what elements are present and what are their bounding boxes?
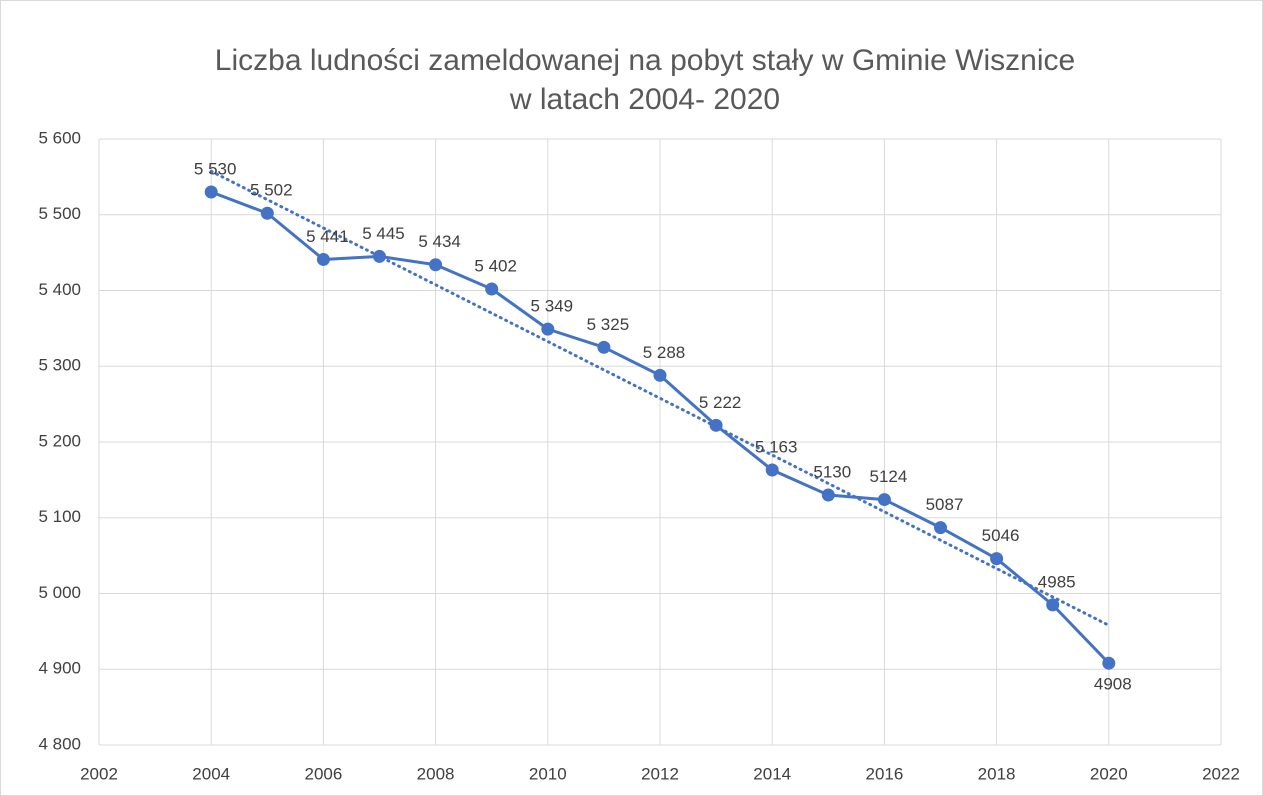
data-label: 5 163 <box>755 438 798 457</box>
chart-title: Liczba ludności zameldowanej na pobyt st… <box>215 44 1075 77</box>
data-label: 5 325 <box>587 315 630 334</box>
data-point <box>765 463 779 477</box>
data-point <box>316 252 330 266</box>
data-label: 4985 <box>1038 572 1076 591</box>
x-tick-label: 2006 <box>304 764 342 783</box>
x-tick-label: 2014 <box>753 764 791 783</box>
data-label: 5130 <box>813 463 851 482</box>
y-tick-label: 4 900 <box>38 659 81 678</box>
data-label: 5 530 <box>194 160 237 179</box>
trendline <box>209 169 1111 627</box>
data-label: 5 288 <box>643 343 686 362</box>
x-tick-label: 2002 <box>80 764 118 783</box>
x-tick-label: 2008 <box>417 764 455 783</box>
x-tick-label: 2012 <box>641 764 679 783</box>
data-point <box>709 418 723 432</box>
y-tick-label: 4 800 <box>38 734 81 753</box>
x-tick-label: 2004 <box>192 764 230 783</box>
data-point <box>541 322 555 336</box>
data-point <box>429 258 443 272</box>
data-label: 4908 <box>1094 675 1132 694</box>
chart-subtitle: w latach 2004- 2020 <box>509 83 780 116</box>
data-label: 5 222 <box>699 393 742 412</box>
data-label: 5 402 <box>474 256 517 275</box>
data-point <box>485 282 499 296</box>
data-point <box>934 521 947 535</box>
data-point <box>1046 598 1060 612</box>
data-point <box>821 488 835 502</box>
data-point <box>653 368 667 382</box>
x-tick-label: 2022 <box>1202 764 1240 783</box>
data-point <box>990 552 1004 566</box>
data-label: 5 349 <box>531 297 574 316</box>
x-tick-label: 2018 <box>978 764 1016 783</box>
x-tick-label: 2020 <box>1090 764 1128 783</box>
data-point <box>204 185 218 199</box>
data-label: 5 502 <box>250 181 293 200</box>
y-tick-label: 5 200 <box>38 431 81 450</box>
data-point <box>1102 656 1116 670</box>
data-label: 5087 <box>926 495 964 514</box>
y-tick-label: 5 000 <box>38 583 81 602</box>
y-tick-label: 5 400 <box>38 280 81 299</box>
data-point <box>597 340 611 354</box>
y-tick-label: 5 300 <box>38 356 81 375</box>
data-point <box>260 206 274 220</box>
x-tick-label: 2016 <box>865 764 903 783</box>
data-point <box>877 493 891 507</box>
data-label: 5046 <box>982 526 1020 545</box>
data-label: 5124 <box>869 467 907 486</box>
y-tick-label: 5 100 <box>38 507 81 526</box>
y-tick-label: 5 600 <box>38 128 81 147</box>
data-label: 5 445 <box>362 224 405 243</box>
data-label: 5 434 <box>418 232 461 251</box>
data-label: 5 441 <box>306 227 349 246</box>
data-point <box>373 249 386 263</box>
y-tick-label: 5 500 <box>38 204 81 223</box>
x-tick-label: 2010 <box>529 764 567 783</box>
